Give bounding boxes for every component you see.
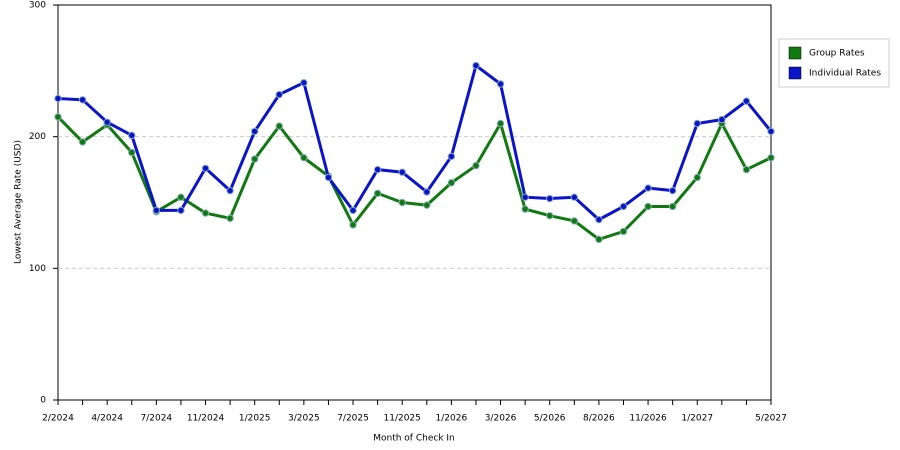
y-tick-label: 0 — [40, 396, 46, 406]
point — [767, 154, 775, 162]
line — [57, 63, 773, 222]
y-tick-label: 100 — [29, 264, 46, 274]
point — [546, 211, 554, 220]
point — [546, 194, 554, 203]
x-tick-label: 4/2024 — [91, 414, 123, 424]
point — [54, 94, 62, 103]
point — [472, 161, 480, 170]
point — [767, 127, 775, 136]
point — [128, 131, 136, 140]
point — [201, 209, 210, 217]
point — [742, 165, 751, 174]
x-tick-label: 1/2026 — [436, 414, 468, 424]
legend-box — [778, 38, 890, 88]
x-tick-label: 1/2025 — [239, 414, 271, 424]
legend-swatch — [788, 46, 802, 60]
legend-label: Group Rates — [809, 49, 865, 59]
point — [226, 186, 234, 195]
point — [128, 148, 136, 157]
point — [619, 227, 628, 236]
point — [177, 206, 185, 215]
x-tick-label: 3/2025 — [288, 414, 320, 424]
point — [423, 188, 431, 196]
x-tick-label: 11/2025 — [384, 414, 421, 424]
point — [693, 173, 701, 182]
point — [398, 168, 406, 176]
point — [595, 215, 603, 224]
point — [78, 138, 87, 146]
point — [595, 235, 603, 244]
line — [56, 115, 772, 242]
point — [693, 119, 701, 128]
point — [521, 205, 529, 213]
point — [275, 90, 283, 99]
x-tick-label: 11/2024 — [187, 414, 225, 424]
point — [78, 96, 87, 104]
point — [226, 214, 234, 223]
x-tick-label: 7/2025 — [337, 414, 369, 424]
point — [324, 173, 333, 182]
x-axis-label: Month of Check In — [373, 434, 455, 444]
x-tick-label: 11/2026 — [629, 414, 667, 424]
point — [668, 186, 677, 195]
y-axis-label: Lowest Average Rate (USD) — [14, 140, 24, 264]
point — [349, 206, 357, 215]
point — [668, 202, 677, 211]
point — [496, 119, 505, 128]
point — [644, 202, 652, 211]
y-tick-label: 300 — [29, 1, 46, 11]
y-tick-label: 200 — [29, 132, 46, 142]
point — [570, 217, 579, 225]
point — [742, 97, 751, 105]
point — [398, 198, 406, 207]
point — [423, 201, 431, 209]
point — [644, 184, 652, 192]
x-tick-label: 5/2027 — [755, 414, 787, 424]
legend-label: Individual Rates — [809, 69, 881, 79]
point — [275, 122, 283, 130]
point — [373, 189, 382, 197]
point — [496, 80, 505, 88]
point — [103, 118, 111, 126]
point — [619, 202, 628, 211]
point — [373, 165, 382, 174]
x-tick-label: 1/2027 — [681, 414, 713, 424]
point — [177, 193, 185, 201]
point — [521, 193, 529, 201]
x-tick-label: 2/2024 — [42, 414, 74, 424]
x-tick-label: 7/2024 — [141, 414, 173, 424]
point — [300, 78, 308, 87]
point — [201, 164, 210, 172]
point — [54, 113, 62, 121]
point — [349, 221, 357, 229]
point — [570, 193, 579, 201]
point — [250, 127, 259, 136]
point — [447, 179, 456, 187]
point — [718, 115, 726, 124]
x-tick-label: 8/2026 — [583, 414, 615, 424]
point — [447, 152, 456, 161]
point — [472, 61, 480, 70]
point — [250, 155, 259, 163]
point — [300, 154, 308, 162]
point — [152, 206, 161, 215]
legend-swatch — [788, 66, 802, 80]
x-tick-label: 5/2026 — [534, 414, 566, 424]
x-tick-label: 3/2026 — [485, 414, 517, 424]
